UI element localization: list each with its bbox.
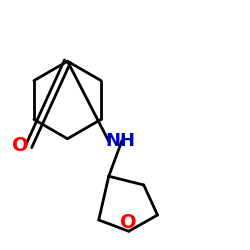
- Text: NH: NH: [106, 132, 136, 150]
- Text: O: O: [120, 213, 137, 232]
- Text: O: O: [12, 136, 29, 155]
